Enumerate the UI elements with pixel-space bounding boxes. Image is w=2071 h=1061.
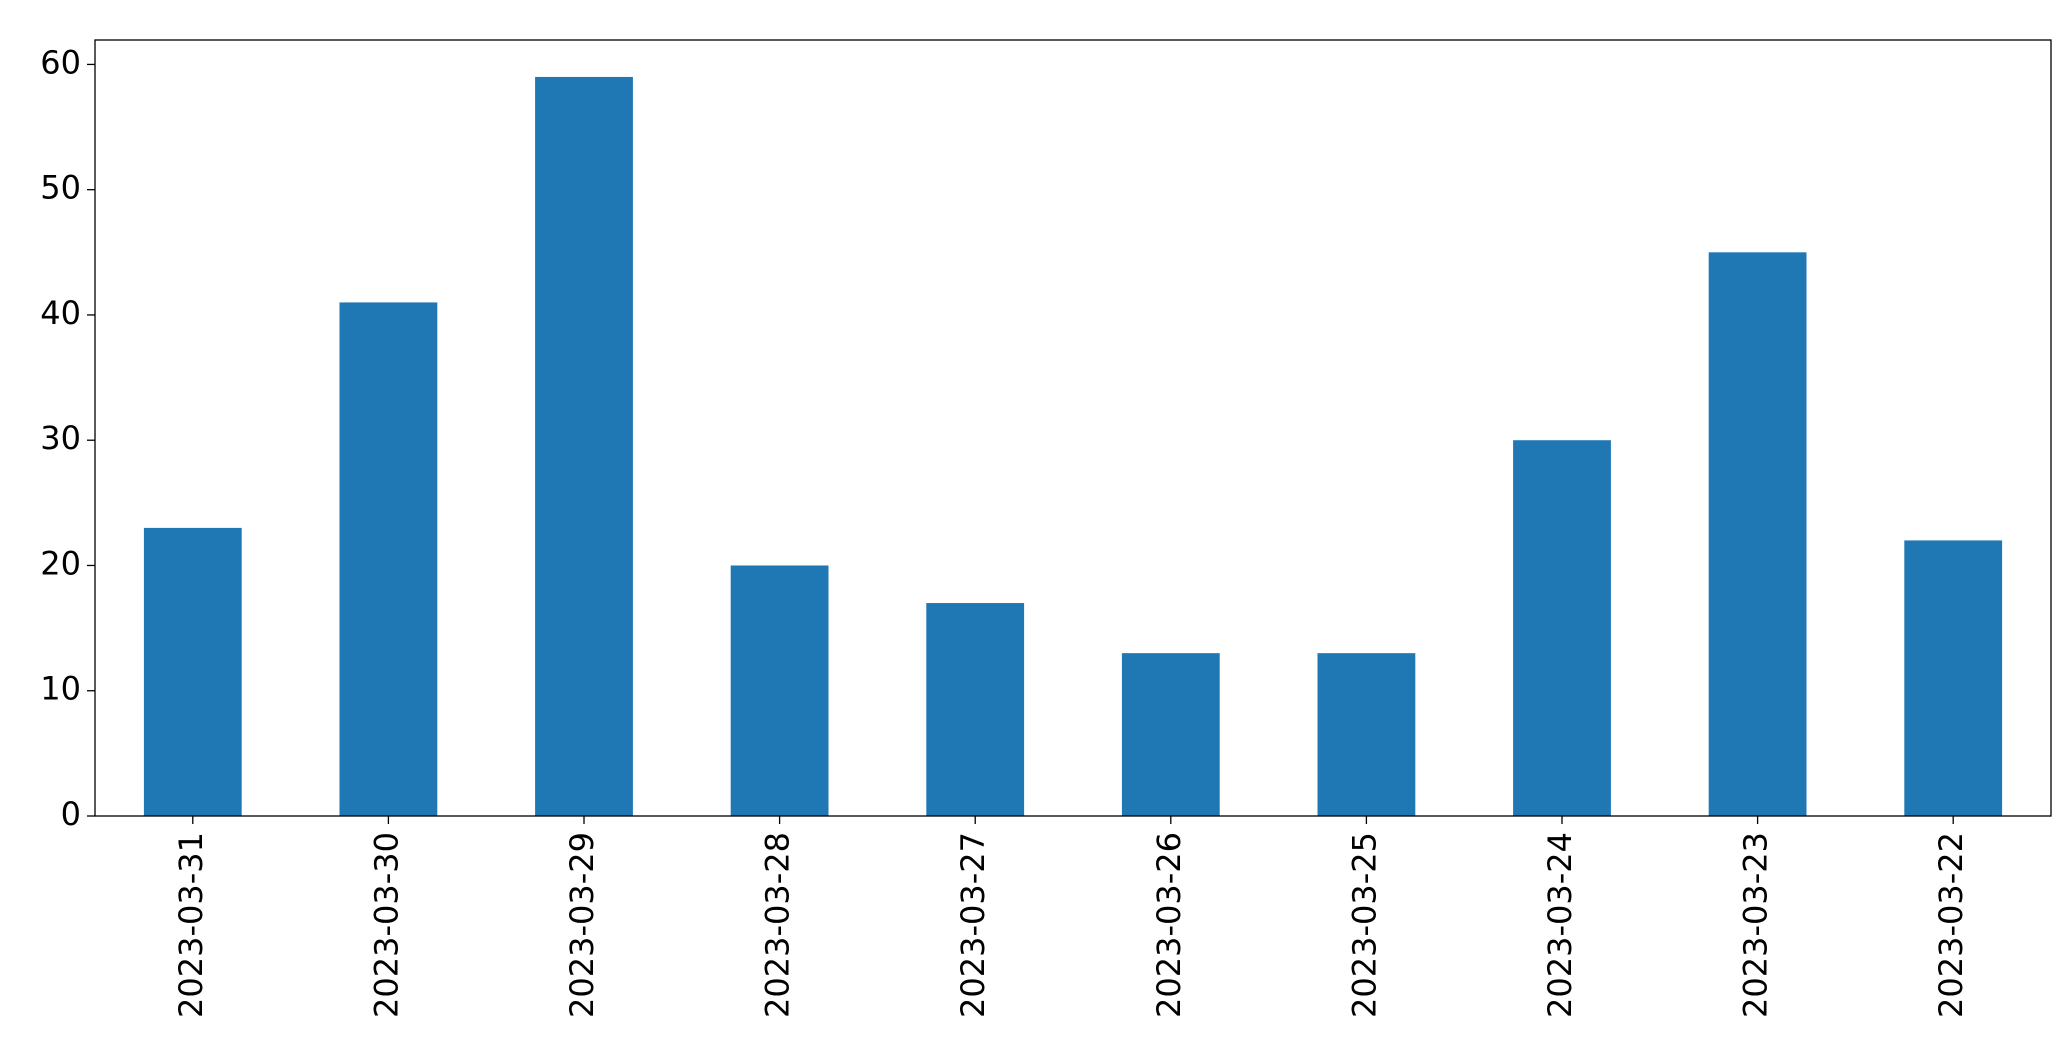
bar (1121, 653, 1220, 816)
x-tick-label: 2023-03-23 (1737, 832, 1775, 1018)
x-tick-label: 2023-03-31 (172, 832, 210, 1018)
x-tick-label: 2023-03-30 (367, 832, 405, 1018)
bar (1513, 440, 1611, 816)
y-tick-label: 20 (40, 544, 81, 582)
y-tick-label: 30 (40, 419, 81, 457)
y-tick-label: 50 (40, 169, 81, 207)
bar (1317, 653, 1416, 816)
y-tick-label: 10 (40, 670, 81, 708)
bar (1904, 540, 2003, 816)
y-tick-label: 60 (40, 43, 81, 81)
x-tick-label: 2023-03-28 (759, 832, 797, 1018)
x-tick-label: 2023-03-24 (1541, 832, 1579, 1018)
bar (730, 565, 829, 816)
y-tick-label: 40 (40, 294, 81, 332)
x-tick-label: 2023-03-25 (1345, 832, 1383, 1018)
bar (339, 302, 438, 816)
x-tick-label: 2023-03-26 (1150, 832, 1188, 1018)
bar (1708, 252, 1807, 817)
bar (143, 527, 242, 816)
y-tick-label: 0 (61, 795, 81, 833)
bar (535, 76, 633, 816)
x-tick-label: 2023-03-27 (954, 832, 992, 1018)
x-tick-label: 2023-03-29 (563, 832, 601, 1018)
x-tick-label: 2023-03-22 (1932, 832, 1970, 1018)
plot-frame (94, 39, 2052, 817)
bar (926, 603, 1025, 816)
